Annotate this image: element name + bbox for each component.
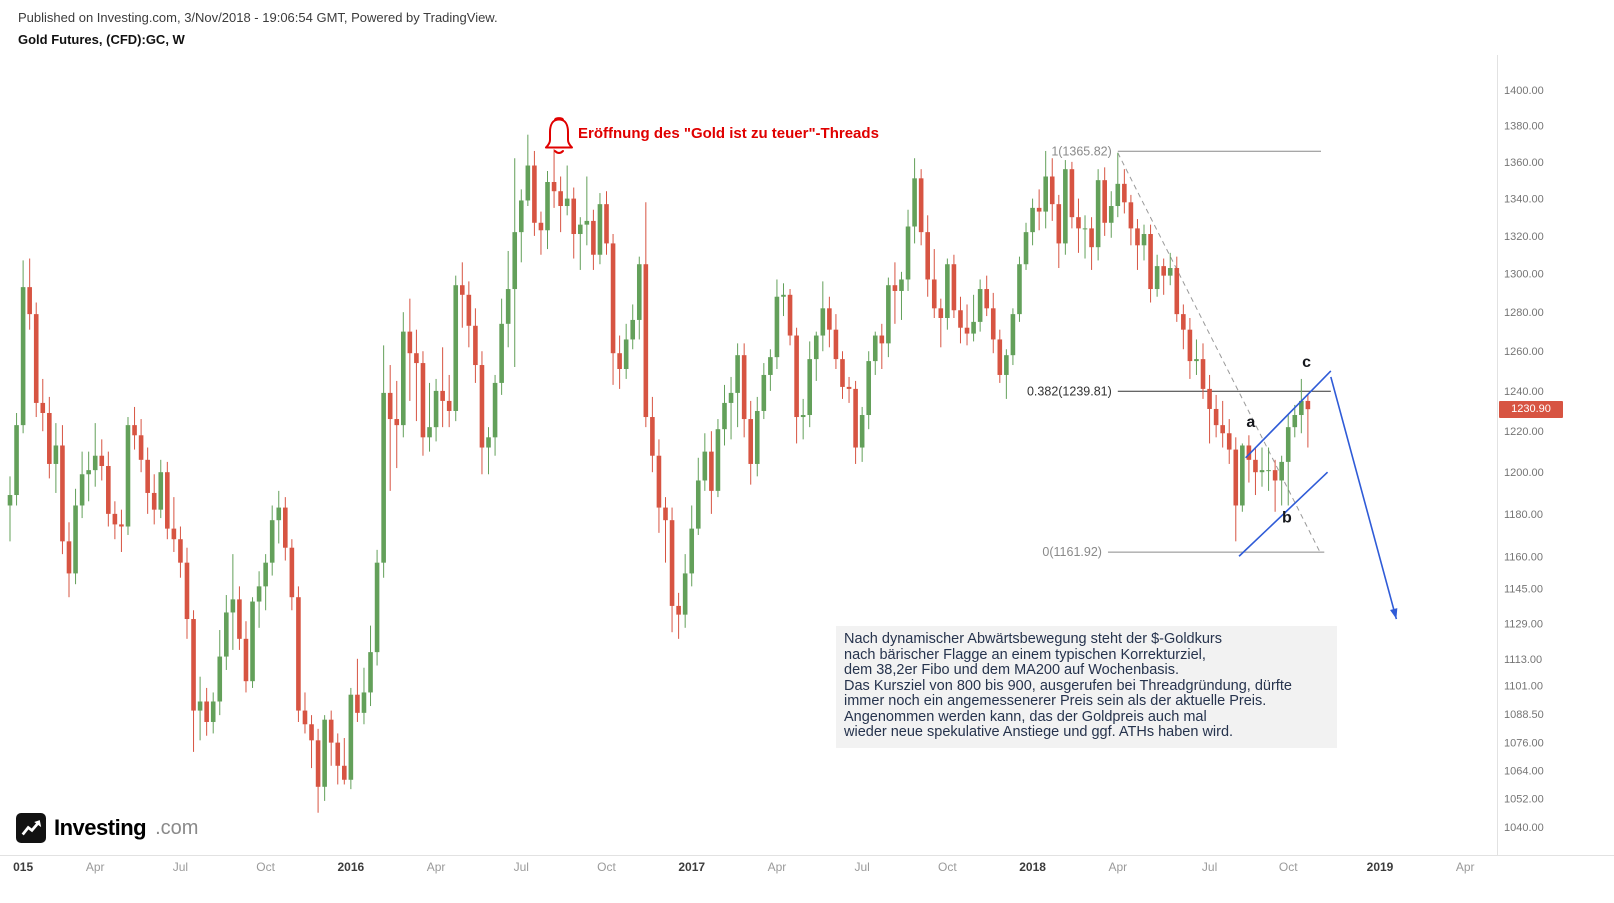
y-axis-label: 1040.00 [1504, 822, 1544, 834]
x-axis-label: Jul [514, 860, 529, 874]
x-axis-label: Jul [854, 860, 869, 874]
analysis-note-box: Nach dynamischer Abwärtsbewegung steht d… [836, 626, 1337, 748]
y-axis-label: 1113.00 [1504, 654, 1542, 666]
y-axis-label: 1400.00 [1504, 85, 1544, 97]
x-axis-label: Apr [427, 860, 446, 874]
y-axis-label: 1145.00 [1504, 584, 1543, 596]
x-axis-label: Jul [173, 860, 188, 874]
x-axis-label: 015 [13, 860, 33, 874]
y-axis-label: 1076.00 [1504, 738, 1544, 750]
x-axis-label: Jul [1202, 860, 1217, 874]
y-axis-label: 1101.00 [1504, 681, 1543, 693]
note-line: wieder neue spekulative Anstiege und ggf… [844, 724, 1234, 740]
x-axis-label: 2016 [338, 860, 365, 874]
fibonacci-levels[interactable]: 1(1365.82) 0.382(1239.81) 0(1161.92) [1027, 144, 1331, 559]
x-axis-label: 2019 [1367, 860, 1394, 874]
y-axis-label: 1380.00 [1504, 121, 1544, 133]
y-axis-label: 1280.00 [1504, 307, 1544, 319]
candlesticks [7, 134, 1311, 813]
last-price-badge: 1230.90 [1499, 401, 1563, 418]
x-axis-label: Apr [768, 860, 787, 874]
y-axis-label: 1300.00 [1504, 269, 1544, 281]
x-axis-label: Apr [86, 860, 105, 874]
investing-logo-tld: .com [155, 816, 199, 839]
wave-labels: a b c [1246, 354, 1311, 526]
dashed-trendline[interactable] [1117, 152, 1322, 555]
symbol-title: Gold Futures, (CFD):GC, W [18, 32, 185, 47]
wave-label: b [1282, 509, 1292, 526]
y-axis-label: 1160.00 [1504, 551, 1543, 563]
fib-label: 0(1161.92) [1042, 545, 1102, 559]
note-line: immer noch ein angemessenerer Preis sein… [844, 693, 1267, 709]
wave-label: c [1302, 354, 1311, 371]
fib-label: 0.382(1239.81) [1027, 384, 1112, 398]
wave-label: a [1246, 414, 1255, 431]
y-axis-label: 1088.50 [1504, 709, 1544, 721]
x-axis-label: Oct [938, 860, 957, 874]
flag-channel-lines[interactable] [1238, 370, 1332, 557]
y-axis-label: 1180.00 [1504, 509, 1543, 521]
bell-icon[interactable] [541, 114, 577, 158]
y-axis-label: 1220.00 [1504, 426, 1544, 438]
note-line: Das Kursziel von 800 bis 900, ausgerufen… [844, 677, 1292, 694]
investing-logo[interactable]: Investing .com [16, 813, 198, 843]
x-axis-label: Oct [597, 860, 616, 874]
y-axis-label: 1200.00 [1504, 467, 1544, 479]
y-axis-label: 1064.00 [1504, 765, 1544, 777]
investing-logo-text: Investing [54, 815, 147, 840]
note-line: Angenommen werden kann, das der Goldprei… [844, 708, 1207, 725]
x-axis-label: 2017 [678, 860, 705, 874]
y-axis-label: 1240.00 [1504, 386, 1544, 398]
y-axis-label: 1360.00 [1504, 157, 1544, 169]
note-line: Nach dynamischer Abwärtsbewegung steht d… [844, 631, 1222, 647]
x-axis-label: 2018 [1019, 860, 1046, 874]
x-axis-label: Oct [256, 860, 275, 874]
note-line: nach bärischer Flagge an einem typischen… [844, 646, 1206, 663]
x-axis-label: Oct [1279, 860, 1298, 874]
x-axis-label: Apr [1456, 860, 1475, 874]
x-axis-label: Apr [1108, 860, 1127, 874]
note-line: dem 38,2er Fibo und dem MA200 auf Wochen… [844, 662, 1180, 678]
y-axis-label: 1129.00 [1504, 618, 1543, 630]
projection-arrow[interactable] [1330, 376, 1398, 620]
y-axis-label: 1260.00 [1504, 346, 1544, 358]
thread-annotation-text: Eröffnung des "Gold ist zu teuer"-Thread… [578, 125, 879, 142]
y-axis-label: 1320.00 [1504, 231, 1544, 243]
y-axis-label: 1340.00 [1504, 194, 1544, 206]
chart-axes: 1400.00 1380.00 1360.00 1340.00 1320.00 1300.… [0, 55, 1614, 874]
fib-label: 1(1365.82) [1051, 144, 1111, 158]
investing-logo-icon [16, 813, 46, 843]
y-axis-label: 1052.00 [1504, 794, 1544, 806]
published-line: Published on Investing.com, 3/Nov/2018 -… [18, 10, 498, 25]
